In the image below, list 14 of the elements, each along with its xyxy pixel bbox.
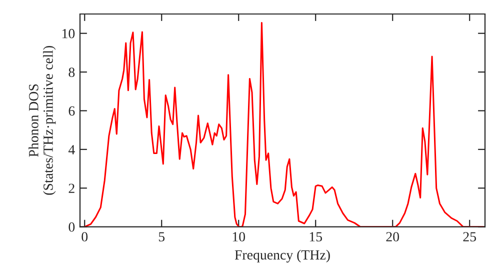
y-tick-label: 0 <box>68 222 75 232</box>
y-tick-label: 8 <box>68 68 75 77</box>
y-tick-label: 4 <box>68 145 75 154</box>
x-tick-label: 10 <box>232 232 246 242</box>
x-tick-label: 0 <box>82 232 88 242</box>
x-tick-label: 20 <box>386 232 400 242</box>
y-tick-label: 2 <box>68 184 74 193</box>
x-axis-title: Frequency (THz) <box>234 250 330 262</box>
x-tick-label: 5 <box>158 232 165 242</box>
x-tick-label: 15 <box>310 232 322 242</box>
y-tick-label: 10 <box>62 28 75 38</box>
y-axis-title: Phonon DOS (States/THz·primitive cell) <box>28 46 56 195</box>
x-tick-label: 25 <box>463 232 476 242</box>
y-tick-label: 6 <box>68 106 75 116</box>
